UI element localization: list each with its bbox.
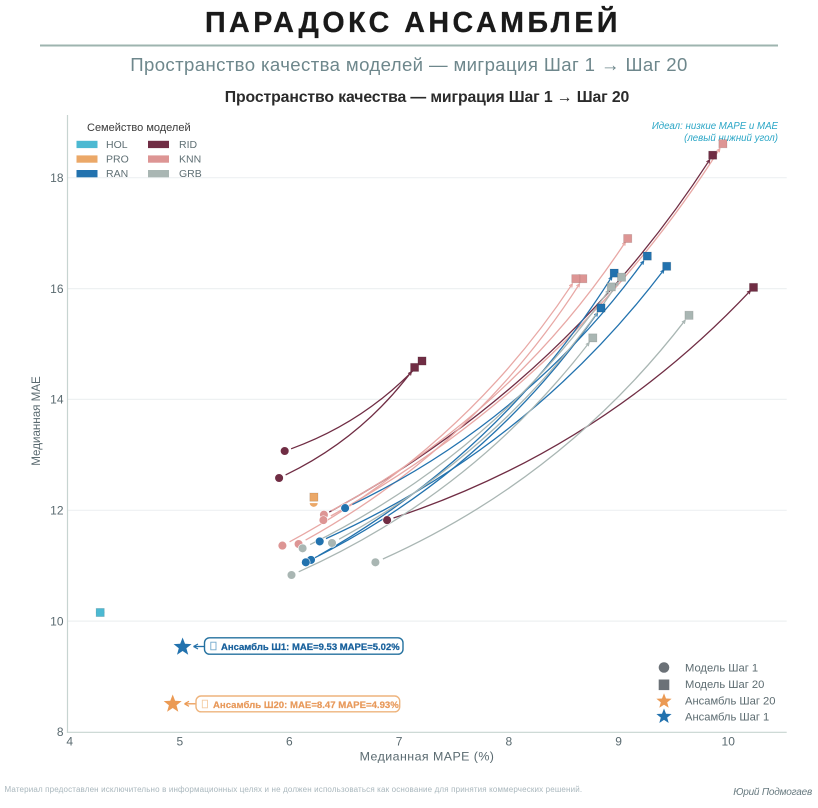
svg-text:9: 9: [615, 735, 622, 749]
svg-text:Пространство качества — миграц: Пространство качества — миграция Шаг 1 →…: [225, 89, 630, 106]
svg-text:Ансамбль Шаг 1: Ансамбль Шаг 1: [685, 712, 769, 724]
svg-text:RID: RID: [179, 139, 198, 151]
svg-text:8: 8: [505, 735, 512, 749]
svg-text:Материал предоставлен исключит: Материал предоставлен исключительно в ин…: [5, 785, 583, 794]
svg-text:Ансамбль Шаг 20: Ансамбль Шаг 20: [685, 695, 776, 707]
svg-text:12: 12: [50, 504, 64, 518]
svg-text:10: 10: [722, 735, 736, 749]
svg-text:Модель Шаг 20: Модель Шаг 20: [685, 679, 764, 691]
svg-text:Пространство качества моделей: Пространство качества моделей — миграция…: [130, 54, 688, 75]
svg-text:Идеал: низкие MAPE и MAE: Идеал: низкие MAPE и MAE: [652, 121, 779, 132]
svg-text:6: 6: [286, 735, 293, 749]
svg-text:Ансамбль Ш20: MAE=8.47 MAPE=4.: Ансамбль Ш20: MAE=8.47 MAPE=4.93%: [213, 700, 399, 711]
svg-text:5: 5: [177, 735, 184, 749]
svg-text:7: 7: [396, 735, 403, 749]
svg-text:Медианная MAE: Медианная MAE: [30, 376, 43, 466]
svg-text:Модель Шаг 1: Модель Шаг 1: [685, 663, 758, 675]
svg-text:14: 14: [50, 393, 64, 407]
svg-text:8: 8: [57, 725, 64, 739]
svg-text:ПАРАДОКС АНСАМБЛЕЙ: ПАРАДОКС АНСАМБЛЕЙ: [205, 5, 621, 39]
svg-text:PRO: PRO: [106, 153, 129, 165]
svg-text:4: 4: [66, 735, 73, 749]
svg-text:GRB: GRB: [179, 168, 202, 180]
svg-text:10: 10: [50, 614, 64, 628]
svg-text:KNN: KNN: [179, 153, 201, 165]
svg-text:16: 16: [50, 282, 64, 296]
svg-text:Семейство моделей: Семейство моделей: [87, 122, 191, 134]
svg-text:(левый нижний угол): (левый нижний угол): [684, 133, 778, 144]
svg-text:RAN: RAN: [106, 168, 128, 180]
svg-text:Ансамбль Ш1: MAE=9.53 MAPE=5.0: Ансамбль Ш1: MAE=9.53 MAPE=5.02%: [221, 642, 400, 653]
svg-text:HOL: HOL: [106, 139, 128, 151]
svg-text:Юрий Подмогаев: Юрий Подмогаев: [733, 787, 812, 798]
svg-text:Медианная MAPE (%): Медианная MAPE (%): [360, 750, 495, 764]
svg-text:18: 18: [50, 171, 64, 185]
